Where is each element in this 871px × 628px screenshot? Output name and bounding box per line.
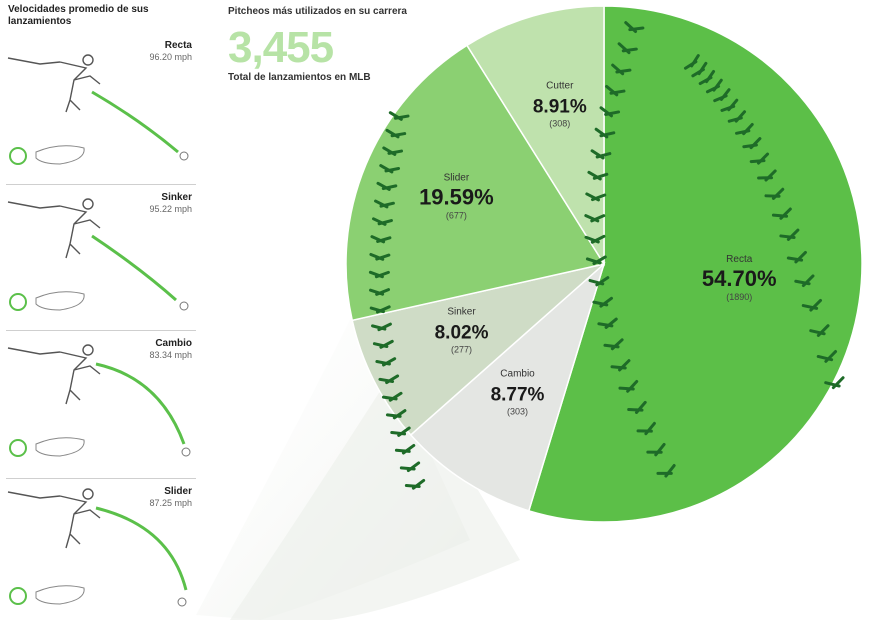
stitch-mark	[380, 379, 393, 381]
slice-percent-label: 8.77%	[491, 385, 545, 406]
slice-name-label: Sinker	[447, 307, 476, 318]
stitch-mark	[788, 258, 801, 260]
slice-count-label: (677)	[446, 210, 467, 220]
slice-name-label: Cutter	[546, 80, 574, 91]
stitch-mark	[392, 433, 405, 434]
slice-count-label: (1890)	[726, 292, 752, 302]
slice-name-label: Slider	[444, 172, 470, 183]
slice-count-label: (303)	[507, 407, 528, 417]
stitch-mark	[773, 215, 786, 216]
total-pitches-label: Total de lanzamientos en MLB	[228, 72, 371, 83]
stitch-mark	[744, 145, 757, 147]
stitch-mark	[605, 345, 618, 347]
slice-count-label: (277)	[451, 345, 472, 355]
stitch-mark	[406, 485, 419, 486]
stitch-mark	[396, 450, 409, 451]
stitch-mark	[599, 324, 612, 326]
slice-percent-label: 8.02%	[435, 323, 489, 344]
slice-name-label: Recta	[726, 254, 753, 265]
slice-percent-label: 19.59%	[419, 184, 494, 209]
chart-header: Pitcheos más utilizados en su carrera 3,…	[228, 2, 468, 102]
stitch-mark	[620, 388, 633, 389]
stitch-mark	[401, 468, 414, 469]
slice-count-label: (308)	[549, 118, 570, 128]
stitch-mark	[781, 236, 794, 238]
slice-percent-label: 54.70%	[702, 266, 777, 291]
stitch-mark	[387, 415, 400, 417]
chart-title: Pitcheos más utilizados en su carrera	[228, 6, 407, 17]
slice-name-label: Cambio	[500, 369, 535, 380]
total-pitches-value: 3,455	[228, 24, 333, 72]
stitch-mark	[383, 397, 396, 399]
stitch-mark	[612, 367, 625, 368]
slice-percent-label: 8.91%	[533, 96, 587, 117]
stitch-mark	[751, 161, 764, 162]
stitch-mark	[629, 410, 642, 411]
